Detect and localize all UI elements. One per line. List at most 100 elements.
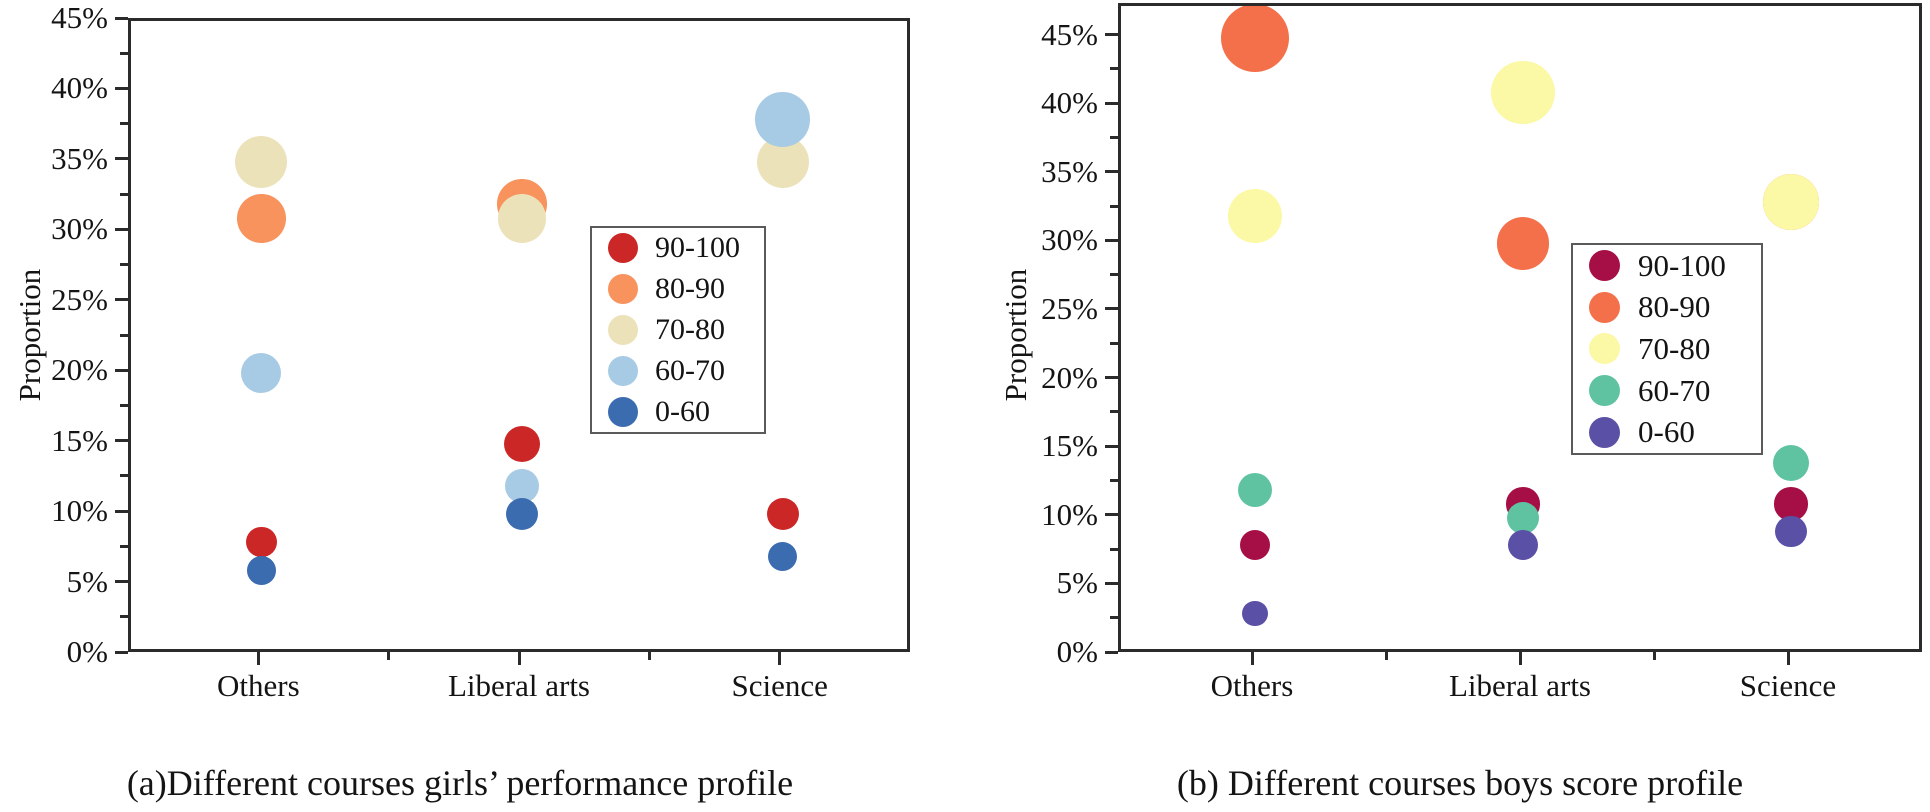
y-minor-tick — [120, 51, 128, 55]
legend-label: 80-90 — [1638, 289, 1711, 325]
y-tick-label: 10% — [1041, 496, 1098, 532]
legend-item-70-80: 70-80 — [608, 313, 764, 347]
legend-marker-70-80 — [1589, 333, 1620, 365]
caption-b: (b) Different courses boys score profile — [1176, 763, 1744, 803]
legend-label: 70-80 — [1638, 330, 1711, 366]
bubble-60-70-Others — [1237, 473, 1273, 508]
bubble-0-60-Liberal arts — [506, 498, 538, 531]
bubble-0-60-Liberal arts — [1507, 530, 1539, 561]
x-minor-tick — [1384, 652, 1388, 660]
plot-area-boys: 90-100 80-90 70-80 60-70 0-60 — [1118, 3, 1922, 652]
y-minor-tick — [1110, 341, 1118, 345]
bubble-90-100-Science — [766, 498, 799, 531]
y-tick-label: 20% — [51, 352, 108, 388]
legend-label: 0-60 — [1638, 414, 1695, 450]
y-tick-label: 35% — [51, 140, 108, 176]
x-major-tick — [1786, 652, 1790, 665]
y-major-tick — [1105, 444, 1118, 448]
x-major-tick — [1518, 652, 1522, 665]
y-major-tick — [115, 157, 128, 161]
y-minor-tick — [1110, 204, 1118, 208]
y-major-tick — [115, 509, 128, 513]
y-major-tick — [115, 650, 128, 654]
y-tick-label: 25% — [51, 281, 108, 317]
y-minor-tick — [120, 474, 128, 478]
y-major-tick — [1105, 307, 1118, 311]
legend-box: 90-100 80-90 70-80 60-70 0-60 — [590, 226, 766, 434]
y-minor-tick — [120, 333, 128, 337]
legend-item-0-60: 0-60 — [1589, 414, 1761, 450]
legend-marker-0-60 — [608, 396, 638, 427]
y-tick-label: 15% — [51, 422, 108, 458]
y-minor-tick — [1110, 67, 1118, 71]
y-tick-label: 0% — [1056, 634, 1098, 669]
legend-item-90-100: 90-100 — [608, 231, 764, 265]
bubble-70-80-Science — [1763, 174, 1819, 231]
y-minor-tick — [1110, 410, 1118, 414]
legend-marker-90-100 — [608, 233, 638, 264]
legend-marker-60-70 — [1589, 375, 1620, 407]
y-tick-label: 0% — [66, 634, 108, 669]
legend-marker-60-70 — [608, 355, 638, 386]
y-major-tick — [1105, 238, 1118, 242]
bubble-0-60-Others — [1242, 601, 1268, 627]
y-tick-label: 35% — [1041, 153, 1098, 189]
x-minor-tick — [1652, 652, 1656, 660]
bubble-0-60-Science — [767, 541, 798, 572]
x-minor-tick — [387, 652, 391, 660]
legend-item-0-60: 0-60 — [608, 395, 764, 429]
y-tick-label: 40% — [51, 70, 108, 106]
y-minor-tick — [1110, 273, 1118, 277]
legend-box: 90-100 80-90 70-80 60-70 0-60 — [1571, 243, 1763, 455]
y-minor-tick — [120, 544, 128, 548]
bubble-70-80-Liberal arts — [1491, 60, 1555, 125]
y-tick-label: 10% — [51, 493, 108, 529]
x-major-tick — [1250, 652, 1254, 665]
x-category-label: Others — [1210, 668, 1294, 703]
bubble-70-80-Others — [235, 135, 288, 188]
legend-label: 0-60 — [655, 394, 710, 428]
y-major-tick — [1105, 33, 1118, 37]
legend-item-80-90: 80-90 — [1589, 289, 1761, 325]
y-major-tick — [115, 580, 128, 584]
caption-a: (a)Different courses girls’ performance … — [126, 763, 794, 803]
y-minor-tick — [120, 192, 128, 196]
y-minor-tick — [120, 615, 128, 619]
bubble-90-100-Science — [1774, 487, 1808, 521]
bubble-60-70-Science — [755, 92, 810, 147]
bubble-90-100-Others — [1239, 530, 1271, 561]
legend-marker-70-80 — [608, 314, 638, 345]
legend-marker-80-90 — [1589, 291, 1620, 323]
x-minor-tick — [647, 652, 651, 660]
x-major-tick — [256, 652, 260, 665]
legend-label: 60-70 — [1638, 372, 1711, 408]
bubble-80-90-Others — [236, 193, 286, 243]
y-major-tick — [1105, 101, 1118, 105]
y-minor-tick — [120, 122, 128, 126]
bubble-60-70-Liberal arts — [505, 469, 539, 503]
legend-item-60-70: 60-70 — [1589, 373, 1761, 409]
bubble-70-80-Liberal arts — [497, 193, 547, 243]
y-minor-tick — [1110, 478, 1118, 482]
legend-label: 70-80 — [655, 312, 725, 346]
legend-item-60-70: 60-70 — [608, 354, 764, 388]
legend-label: 80-90 — [655, 272, 725, 306]
y-tick-label: 25% — [1041, 290, 1098, 326]
y-major-tick — [1105, 513, 1118, 517]
legend-label: 90-100 — [655, 231, 740, 265]
y-minor-tick — [1110, 616, 1118, 620]
bubble-70-80-Others — [1227, 188, 1283, 244]
y-minor-tick — [1110, 135, 1118, 139]
legend-item-90-100: 90-100 — [1589, 248, 1761, 284]
bubble-0-60-Science — [1775, 515, 1807, 548]
y-major-tick — [1105, 650, 1118, 654]
bubble-80-90-Others — [1221, 6, 1289, 72]
x-category-label: Liberal arts — [1448, 668, 1591, 703]
y-major-tick — [115, 368, 128, 372]
bubble-0-60-Others — [246, 556, 276, 585]
y-major-tick — [1105, 170, 1118, 174]
plot-area-girls: 90-100 80-90 70-80 60-70 0-60 — [128, 18, 910, 652]
y-tick-label: 30% — [1041, 222, 1098, 258]
x-category-label: Science — [1739, 668, 1837, 703]
legend-item-70-80: 70-80 — [1589, 331, 1761, 367]
